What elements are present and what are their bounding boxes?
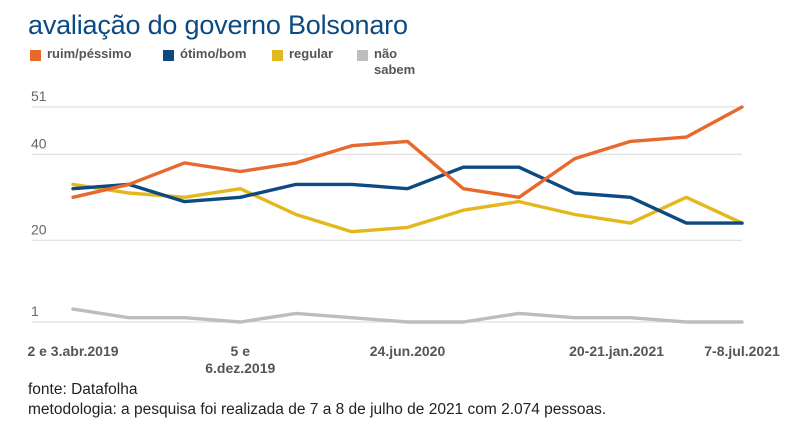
legend-swatch-ruim-pessimo	[30, 50, 41, 61]
legend-label-otimo-bom: ótimo/bom	[180, 46, 247, 61]
data-point-0-0	[71, 196, 75, 199]
data-point-3-11	[685, 320, 688, 324]
data-point-2-0	[71, 183, 75, 186]
legend-item-ruim-pessimo: ruim/péssimo	[30, 46, 132, 62]
x-tick-label-16: 7-8.jul.2021	[704, 343, 780, 359]
data-point-3-5	[350, 316, 353, 319]
series-line-regular	[71, 182, 744, 234]
data-point-1-11	[685, 221, 688, 225]
data-point-3-10	[629, 316, 632, 319]
data-point-2-11	[685, 196, 688, 199]
chart-title: avaliação do governo Bolsonaro	[28, 10, 408, 40]
x-tick-label-line: 6.dez.2019	[205, 360, 275, 376]
data-point-1-3	[239, 196, 242, 199]
data-point-3-7	[462, 320, 465, 324]
data-point-3-3	[239, 320, 242, 324]
data-point-0-8	[517, 196, 521, 199]
series-line-ruim-p-ssimo	[71, 105, 744, 200]
data-point-0-10	[629, 140, 632, 143]
data-point-0-6	[406, 140, 409, 143]
data-point-0-12	[740, 105, 744, 109]
data-point-2-7	[462, 209, 465, 212]
x-tick-label-4: 5 e 6.dez.2019	[205, 343, 275, 376]
footer: fonte: Datafolha metodologia: a pesquisa…	[28, 380, 606, 420]
data-point-0-1	[127, 183, 130, 186]
data-point-2-4	[294, 213, 298, 216]
data-point-3-2	[183, 316, 186, 319]
source-note: fonte: Datafolha	[28, 381, 138, 398]
data-point-3-0	[71, 307, 75, 311]
data-point-1-7	[462, 166, 465, 169]
legend: ruim/péssimo ótimo/bom regular não sabem	[30, 46, 490, 86]
y-tick-label-20: 20	[31, 221, 47, 237]
legend-swatch-regular	[272, 50, 283, 61]
data-point-0-11	[685, 135, 688, 139]
data-point-3-6	[406, 320, 409, 324]
legend-label-ruim-pessimo: ruim/péssimo	[47, 46, 132, 61]
data-point-3-9	[573, 316, 576, 319]
data-point-2-10	[629, 221, 632, 225]
data-point-3-12	[740, 320, 744, 324]
legend-item-otimo-bom: ótimo/bom	[163, 46, 246, 62]
data-point-0-9	[573, 157, 576, 160]
data-point-0-5	[350, 144, 353, 147]
data-point-0-7	[462, 187, 465, 190]
data-point-2-1	[127, 191, 130, 195]
data-point-0-2	[183, 161, 186, 165]
methodology-note: metodologia: a pesquisa foi realizada de…	[28, 401, 607, 418]
data-point-1-4	[294, 183, 298, 186]
data-point-1-9	[573, 191, 576, 195]
line-chart: 1 20 40 51 2 e 3.abr.2019 5 e 6.dez.2019 24.jun…	[27, 88, 780, 376]
data-point-1-6	[406, 187, 409, 190]
data-point-1-8	[517, 166, 521, 169]
legend-swatch-nao-sabem	[357, 50, 368, 61]
x-tick-label-line: 20-21.jan.2021	[569, 343, 664, 359]
legend-swatch-otimo-bom	[163, 50, 174, 61]
data-point-2-5	[350, 230, 353, 233]
data-point-2-9	[573, 213, 576, 216]
legend-label-regular: regular	[289, 46, 334, 61]
data-point-1-12	[740, 221, 744, 225]
data-point-1-5	[350, 183, 353, 186]
data-point-2-6	[406, 226, 409, 229]
x-tick-label-13: 20-21.jan.2021	[569, 343, 664, 359]
data-point-3-1	[127, 316, 130, 319]
data-point-1-10	[629, 196, 632, 199]
data-point-2-8	[517, 200, 521, 203]
series-line-n-o-sabem	[71, 307, 744, 324]
data-point-2-2	[183, 196, 186, 199]
legend-item-nao-sabem: não sabem	[357, 46, 434, 78]
x-tick-label-line: 24.jun.2020	[370, 343, 446, 359]
data-point-0-3	[239, 170, 242, 173]
x-tick-label-0: 2 e 3.abr.2019	[27, 343, 118, 359]
data-point-3-4	[294, 312, 298, 315]
y-tick-label-1: 1	[31, 303, 39, 319]
x-tick-label-line: 5 e	[231, 343, 251, 359]
legend-label-nao-sabem: não sabem	[374, 46, 416, 77]
legend-item-regular: regular	[272, 46, 333, 62]
x-tick-label-line: 7-8.jul.2021	[704, 343, 780, 359]
data-point-1-2	[183, 200, 186, 203]
data-point-1-0	[71, 187, 75, 190]
data-point-2-3	[239, 187, 242, 190]
x-tick-label-8: 24.jun.2020	[370, 343, 446, 359]
y-tick-label-51: 51	[31, 88, 47, 104]
y-tick-label-40: 40	[31, 135, 47, 151]
data-point-3-8	[517, 312, 521, 315]
data-point-0-4	[294, 161, 298, 165]
x-tick-label-line: 2 e 3.abr.2019	[27, 343, 118, 359]
